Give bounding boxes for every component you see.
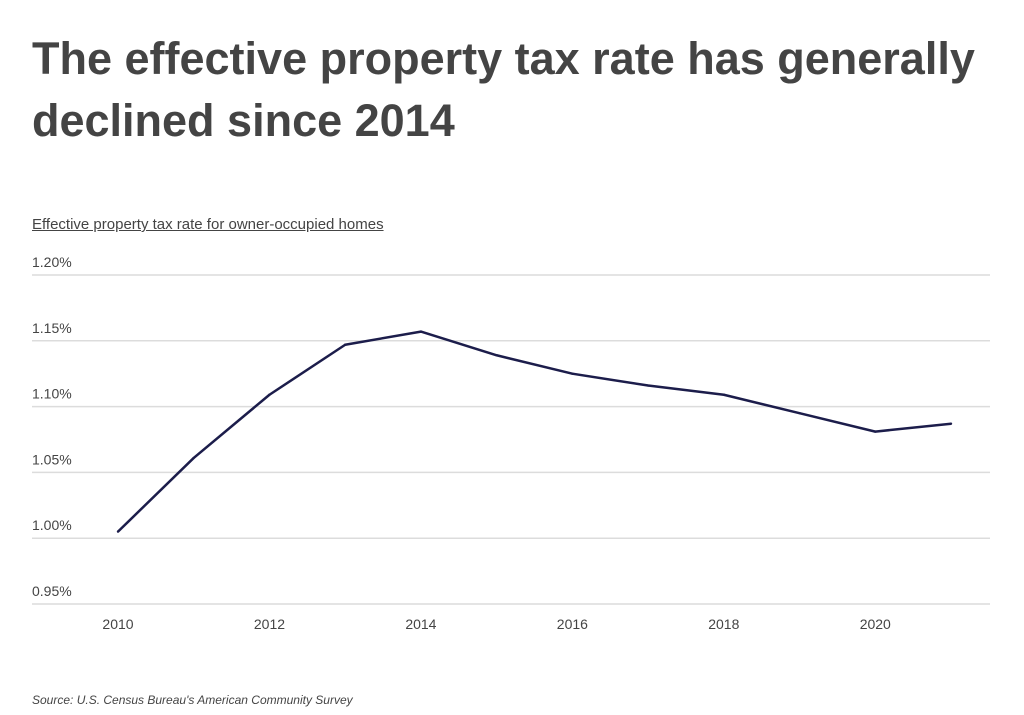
- series-line: [117, 330, 952, 533]
- data-point: [798, 411, 801, 415]
- chart-title: The effective property tax rate has gene…: [32, 33, 975, 146]
- x-tick-label: 2018: [708, 616, 739, 632]
- x-tick-label: 2016: [557, 616, 588, 632]
- data-point: [571, 372, 574, 375]
- y-axis-label: Effective property tax rate for owner-oc…: [32, 216, 384, 233]
- y-tick-label: 1.00%: [32, 517, 72, 533]
- y-tick-label: 0.95%: [32, 583, 72, 599]
- data-point: [116, 530, 120, 533]
- y-tick-label: 1.05%: [32, 451, 72, 467]
- data-point: [874, 430, 877, 433]
- x-tick-label: 2012: [254, 616, 285, 632]
- data-point: [495, 354, 498, 357]
- data-point: [722, 393, 726, 396]
- data-point: [343, 343, 347, 346]
- x-tick-label: 2010: [102, 616, 133, 632]
- x-tick-label: 2014: [405, 616, 436, 632]
- y-tick-label: 1.15%: [32, 320, 72, 336]
- data-point: [268, 393, 271, 396]
- source-note: Source: U.S. Census Bureau's American Co…: [32, 693, 353, 707]
- data-point: [192, 456, 195, 460]
- data-point: [949, 422, 953, 425]
- data-point: [646, 384, 650, 387]
- data-point: [419, 330, 423, 333]
- y-tick-label: 1.10%: [32, 386, 72, 402]
- x-tick-label: 2020: [860, 616, 891, 632]
- y-tick-label: 1.20%: [32, 254, 72, 270]
